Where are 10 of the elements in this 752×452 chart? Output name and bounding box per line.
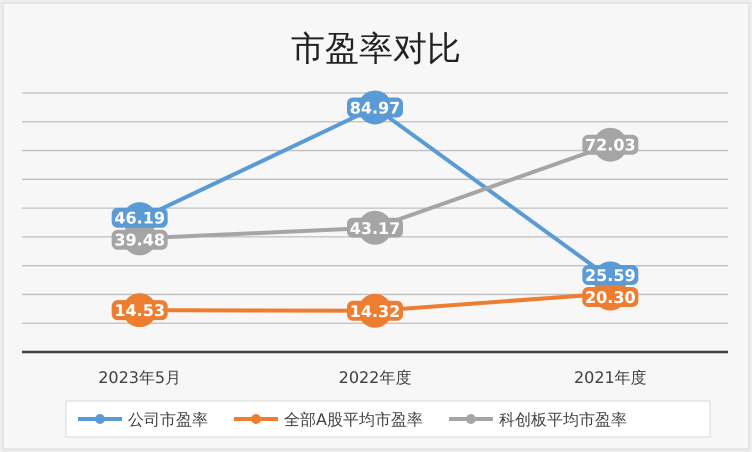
data-label: 39.48: [114, 230, 165, 250]
x-tick-label: 2022年度: [338, 368, 412, 387]
x-tick-label: 2023年5月: [98, 368, 182, 387]
x-tick-label: 2021年度: [574, 368, 647, 387]
legend-label: 科创板平均市盈率: [498, 410, 627, 429]
data-label: 20.30: [585, 288, 636, 307]
chart-title: 市盈率对比: [291, 29, 461, 69]
legend-label: 全部A股平均市盈率: [284, 410, 423, 429]
legend-label: 公司市盈率: [128, 410, 208, 429]
data-label: 46.19: [114, 208, 165, 228]
